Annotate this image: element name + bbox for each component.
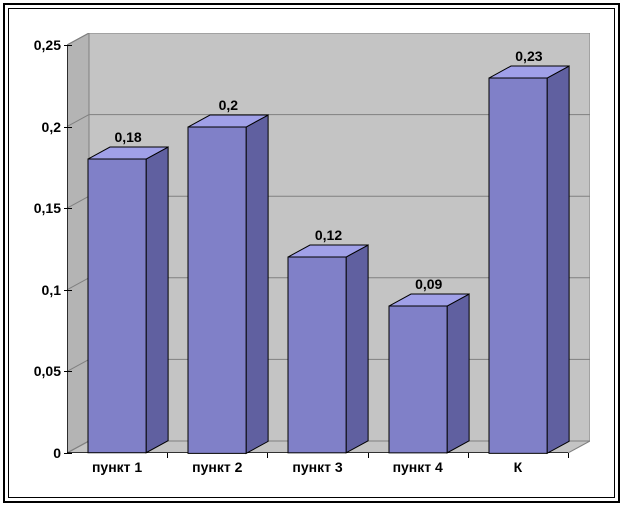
inner-frame: 0 0,05 0,1 0,15 0,2 0,25 0,18 пункт 1 0,2 пункт 2… xyxy=(8,8,615,498)
y-axis-label: 0,1 xyxy=(42,282,61,298)
bar-value-label: 0,18 xyxy=(114,129,141,145)
bar xyxy=(489,66,569,453)
y-axis-label: 0,2 xyxy=(42,119,61,135)
x-tick xyxy=(368,453,369,458)
bar xyxy=(88,147,168,453)
y-tick xyxy=(64,371,72,372)
y-tick xyxy=(64,290,72,291)
y-axis-label: 0,05 xyxy=(34,363,61,379)
bar-value-label: 0,09 xyxy=(415,276,442,292)
y-tick xyxy=(64,208,72,209)
y-axis-label: 0,25 xyxy=(34,37,61,53)
bar xyxy=(188,115,268,453)
x-axis-label: пункт 4 xyxy=(393,459,443,475)
plot-area: 00,050,10,150,20,250,18пункт 10,2пункт 2… xyxy=(67,33,590,453)
chart-container: 0 0,05 0,1 0,15 0,2 0,25 0,18 пункт 1 0,2 пункт 2… xyxy=(0,0,623,506)
x-tick xyxy=(267,453,268,458)
y-axis-label: 0,15 xyxy=(34,200,61,216)
x-axis-label: пункт 1 xyxy=(92,459,142,475)
x-axis-label: К xyxy=(514,459,523,475)
x-tick xyxy=(568,453,569,458)
x-tick xyxy=(468,453,469,458)
y-tick xyxy=(64,127,72,128)
bar-value-label: 0,12 xyxy=(315,227,342,243)
y-tick xyxy=(64,453,72,454)
y-axis-label: 0 xyxy=(53,445,61,461)
y-tick xyxy=(64,45,72,46)
bar-value-label: 0,2 xyxy=(219,97,238,113)
x-axis-label: пункт 2 xyxy=(192,459,242,475)
bar-value-label: 0,23 xyxy=(515,48,542,64)
bar xyxy=(288,245,368,453)
bar xyxy=(389,294,469,453)
x-tick xyxy=(167,453,168,458)
x-axis-label: пункт 3 xyxy=(292,459,342,475)
